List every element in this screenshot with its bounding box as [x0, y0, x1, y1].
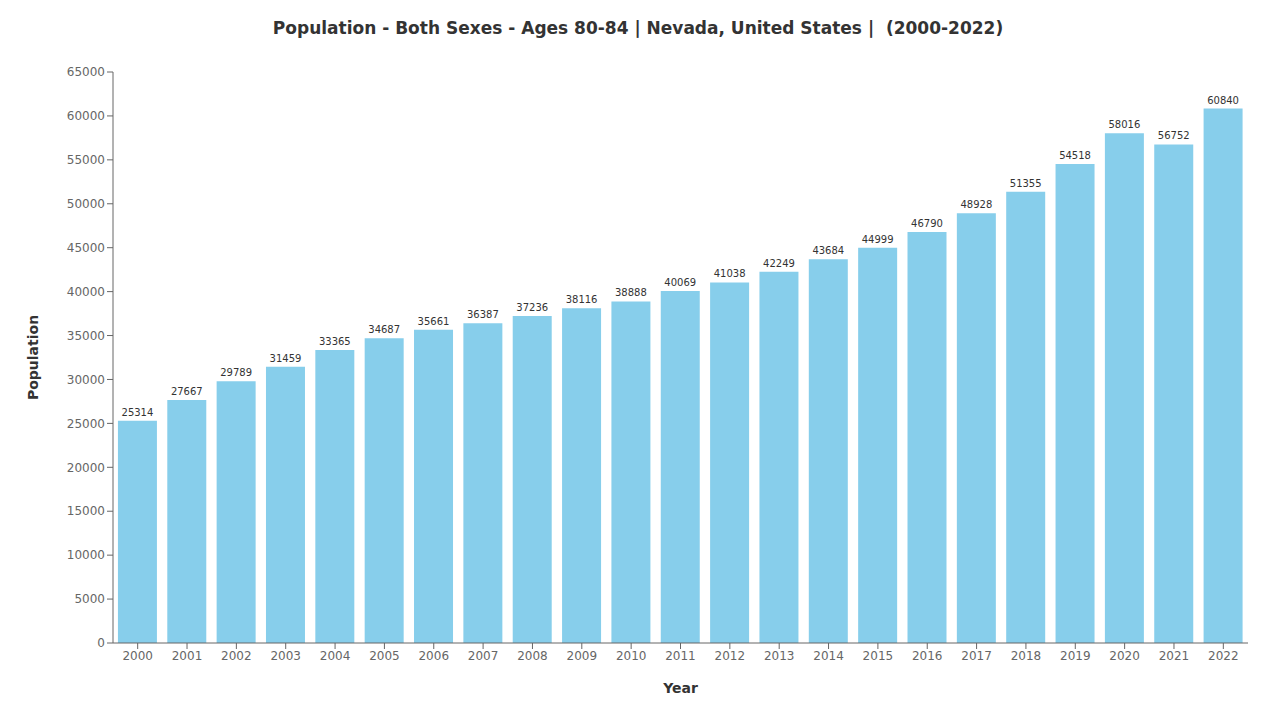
svg-text:44999: 44999 — [862, 234, 894, 245]
svg-text:2005: 2005 — [369, 649, 400, 663]
svg-text:40069: 40069 — [664, 277, 696, 288]
svg-text:41038: 41038 — [714, 268, 746, 279]
svg-text:2022: 2022 — [1208, 649, 1239, 663]
svg-text:2004: 2004 — [320, 649, 351, 663]
svg-text:51355: 51355 — [1010, 178, 1042, 189]
svg-text:2009: 2009 — [567, 649, 598, 663]
svg-text:35000: 35000 — [67, 329, 105, 343]
svg-text:2015: 2015 — [863, 649, 894, 663]
svg-text:2011: 2011 — [665, 649, 696, 663]
svg-text:38888: 38888 — [615, 287, 647, 298]
svg-text:2021: 2021 — [1159, 649, 1190, 663]
html-text:Population - Both Sexes - Ages: Population - Both Sexes - Ages 80-84 | N… — [272, 18, 1004, 38]
svg-text:43684: 43684 — [812, 245, 844, 256]
svg-text:31459: 31459 — [270, 353, 302, 364]
svg-text:2019: 2019 — [1060, 649, 1091, 663]
svg-text:34687: 34687 — [368, 324, 400, 335]
svg-text:60840: 60840 — [1207, 95, 1239, 106]
svg-text:45000: 45000 — [67, 241, 105, 255]
svg-text:35661: 35661 — [418, 316, 450, 327]
svg-text:33365: 33365 — [319, 336, 351, 347]
svg-text:2013: 2013 — [764, 649, 795, 663]
svg-text:2018: 2018 — [1011, 649, 1042, 663]
svg-text:30000: 30000 — [67, 373, 105, 387]
svg-text:15000: 15000 — [67, 504, 105, 518]
svg-text:42249: 42249 — [763, 258, 795, 269]
svg-text:25000: 25000 — [67, 417, 105, 431]
svg-text:55000: 55000 — [67, 153, 105, 167]
svg-text:25314: 25314 — [122, 407, 154, 418]
svg-text:0: 0 — [97, 636, 105, 650]
svg-text:46790: 46790 — [911, 218, 943, 229]
svg-text:2006: 2006 — [418, 649, 449, 663]
svg-text:2001: 2001 — [172, 649, 203, 663]
svg-text:2000: 2000 — [122, 649, 153, 663]
svg-text:65000: 65000 — [67, 65, 105, 79]
svg-text:Population: Population — [25, 315, 41, 400]
svg-text:29789: 29789 — [220, 367, 252, 378]
svg-text:27667: 27667 — [171, 386, 203, 397]
svg-text:40000: 40000 — [67, 285, 105, 299]
svg-text:2016: 2016 — [912, 649, 943, 663]
svg-text:2010: 2010 — [616, 649, 647, 663]
svg-text:20000: 20000 — [67, 461, 105, 475]
svg-text:2020: 2020 — [1109, 649, 1140, 663]
svg-text:5000: 5000 — [74, 592, 105, 606]
svg-text:54518: 54518 — [1059, 150, 1091, 161]
svg-text:2017: 2017 — [961, 649, 992, 663]
svg-text:2008: 2008 — [517, 649, 548, 663]
svg-text:58016: 58016 — [1108, 119, 1140, 130]
svg-text:2012: 2012 — [715, 649, 746, 663]
svg-text:36387: 36387 — [467, 309, 499, 320]
svg-text:2007: 2007 — [468, 649, 499, 663]
svg-text:50000: 50000 — [67, 197, 105, 211]
svg-text:60000: 60000 — [67, 109, 105, 123]
svg-text:38116: 38116 — [566, 294, 598, 305]
svg-text:2014: 2014 — [813, 649, 844, 663]
svg-text:2003: 2003 — [270, 649, 301, 663]
svg-text:37236: 37236 — [516, 302, 548, 313]
svg-text:10000: 10000 — [67, 548, 105, 562]
svg-text:2002: 2002 — [221, 649, 252, 663]
svg-text:56752: 56752 — [1158, 130, 1190, 141]
svg-text:Year: Year — [662, 680, 698, 696]
svg-text:48928: 48928 — [960, 199, 992, 210]
